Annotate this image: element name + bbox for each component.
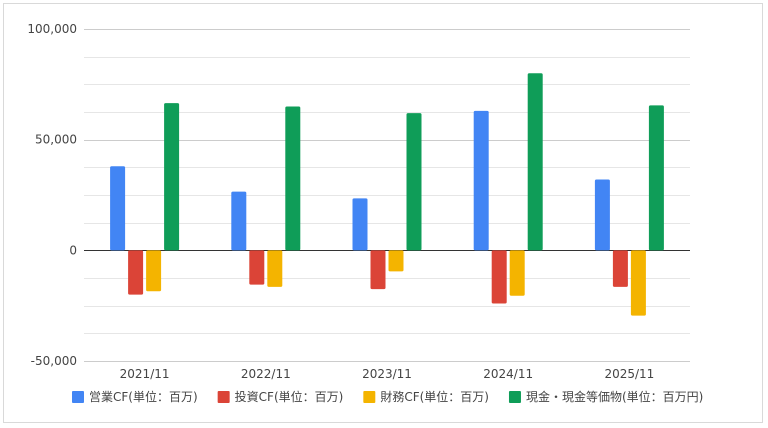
bar [612,250,628,287]
y-tick-label: 100,000 [27,22,77,36]
y-axis-ticks: 100,000 50,000 0 -50,000 [27,22,77,368]
bar [370,250,386,290]
legend-label: 投資CF(単位：百万) [235,389,344,404]
bar [249,250,265,285]
bar [527,73,543,251]
grid-lines [84,29,690,362]
legend: 営業CF(単位：百万) 投資CF(単位：百万) 財務CF(単位：百万) 現金・現金等価… [72,389,703,404]
legend-item[interactable]: 営業CF(単位：百万) [72,389,198,404]
legend-item[interactable]: 財務CF(単位：百万) [363,389,489,404]
bar [231,191,247,251]
x-tick-label: 2023/11 [362,367,412,381]
bar [146,250,162,292]
bar [491,250,507,304]
bar [509,250,525,296]
y-tick-label: 0 [69,243,77,257]
y-tick-label: 50,000 [35,133,77,147]
bar [406,113,422,251]
legend-label: 現金・現金等価物(単位：百万円) [526,389,703,404]
legend-swatch [363,391,376,403]
bar [110,166,126,251]
bar [285,106,301,251]
bars [110,73,664,316]
legend-item[interactable]: 投資CF(単位：百万) [217,389,344,404]
bar [648,105,664,251]
bar [388,250,404,272]
y-tick-label: -50,000 [31,354,77,368]
x-tick-label: 2022/11 [241,367,291,381]
x-tick-label: 2025/11 [604,367,654,381]
legend-swatch [508,391,521,403]
x-axis-ticks: 2021/11 2022/11 2023/11 2024/11 2025/11 [120,367,655,381]
bar [630,250,646,316]
bar [352,198,368,251]
legend-swatch [217,391,230,403]
legend-swatch [72,391,84,403]
bar [128,250,144,295]
x-tick-label: 2024/11 [483,367,533,381]
bar [164,103,180,251]
bar [594,179,610,251]
legend-label: 営業CF(単位：百万) [89,389,198,404]
x-tick-label: 2021/11 [120,367,170,381]
legend-item[interactable]: 現金・現金等価物(単位：百万円) [508,389,703,404]
bar [267,250,283,287]
bar [473,110,489,251]
legend-label: 財務CF(単位：百万) [380,389,489,404]
chart-frame [3,3,763,423]
